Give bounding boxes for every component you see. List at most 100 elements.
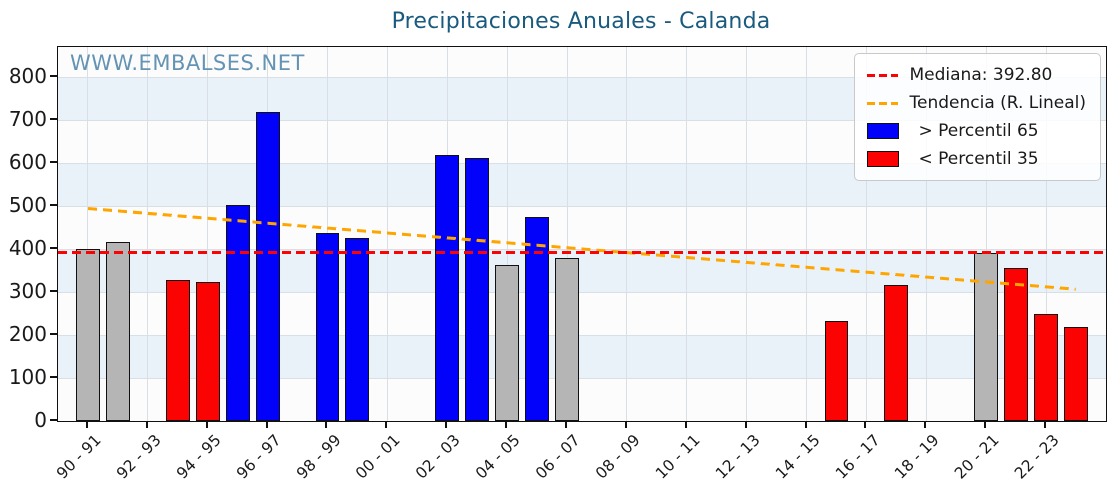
vertical-gridline: [985, 47, 987, 421]
legend-label-above-p65: > Percentil 65: [918, 121, 1039, 141]
x-tick-label: 20 - 21: [951, 431, 1003, 483]
x-tick-label: 98 - 99: [292, 431, 345, 483]
median-line: [58, 250, 1106, 254]
y-tick-label: 0: [34, 408, 47, 432]
trend-dash-swatch: [866, 101, 898, 105]
x-tick-mark: [804, 421, 807, 428]
bar-03-04: [465, 158, 490, 421]
x-tick-label: 08 - 09: [592, 431, 644, 483]
y-tick-mark: [50, 419, 57, 421]
legend: Mediana: 392.80 Tendencia (R. Lineal) > …: [853, 53, 1101, 181]
y-tick-label: 700: [8, 107, 47, 132]
legend-item-trend: Tendencia (R. Lineal): [866, 91, 1087, 115]
x-tick-mark: [924, 421, 927, 428]
bar-90-91: [75, 249, 100, 421]
x-tick-mark: [684, 421, 687, 428]
horizontal-gridline: [58, 335, 1106, 337]
x-tick-mark: [864, 421, 867, 428]
horizontal-gridline: [58, 292, 1106, 294]
bar-95-96: [225, 204, 250, 421]
vertical-gridline: [207, 47, 209, 421]
y-tick-label: 100: [8, 365, 47, 389]
x-tick-label: 14 - 15: [771, 431, 824, 483]
legend-label-median: Mediana: 392.80: [909, 65, 1053, 85]
bar-06-07: [555, 258, 579, 421]
x-tick-mark: [85, 421, 88, 428]
x-tick-label: 94 - 95: [172, 431, 225, 483]
x-tick-mark: [145, 421, 148, 428]
chart-title: Precipitaciones Anuales - Calanda: [391, 9, 771, 34]
x-tick-label: 16 - 17: [831, 431, 884, 483]
x-tick-mark: [325, 421, 328, 428]
x-tick-label: 18 - 19: [891, 431, 944, 483]
x-tick-label: 12 - 13: [711, 431, 764, 483]
x-tick-label: 02 - 03: [412, 431, 464, 483]
legend-item-below-p35: < Percentil 35: [866, 147, 1087, 171]
x-tick-label: 96 - 97: [232, 431, 285, 483]
bar-91-92: [105, 242, 130, 421]
bar-20-21: [974, 253, 999, 421]
y-tick-mark: [50, 247, 57, 250]
x-tick-mark: [624, 421, 627, 428]
vertical-gridline: [1045, 47, 1047, 421]
x-tick-mark: [505, 421, 508, 428]
y-tick-mark: [50, 290, 57, 293]
x-tick-mark: [445, 421, 448, 428]
bar-96-97: [255, 111, 280, 421]
x-tick-label: 22 - 23: [1011, 431, 1063, 483]
bar-98-99: [315, 233, 340, 421]
bar-05-06: [525, 216, 550, 421]
legend-item-above-p65: > Percentil 65: [866, 119, 1087, 143]
watermark: WWW.EMBALSES.NET: [70, 51, 305, 75]
x-tick-label: 90 - 91: [53, 431, 105, 483]
bar-02-03: [435, 154, 460, 421]
x-tick-label: 10 - 11: [651, 431, 704, 483]
vertical-gridline: [566, 47, 568, 421]
legend-label-below-p35: < Percentil 35: [918, 149, 1039, 169]
horizontal-gridline: [58, 163, 1106, 165]
y-tick-label: 800: [8, 64, 47, 89]
vertical-gridline: [865, 47, 867, 421]
x-tick-label: 00 - 01: [352, 431, 405, 483]
x-tick-mark: [984, 421, 987, 428]
x-tick-label: 06 - 07: [532, 431, 584, 483]
x-tick-mark: [385, 421, 388, 428]
vertical-gridline: [87, 47, 89, 421]
y-tick-mark: [50, 376, 57, 378]
bar-99-00: [345, 238, 370, 421]
x-tick-label: 92 - 93: [113, 431, 165, 483]
x-tick-mark: [205, 421, 208, 428]
vertical-gridline: [147, 47, 149, 421]
horizontal-gridline: [58, 378, 1106, 379]
horizontal-gridline: [58, 77, 1106, 79]
vertical-gridline: [746, 47, 748, 421]
y-tick-mark: [50, 75, 57, 78]
y-tick-label: 500: [8, 193, 47, 218]
bar-21-22: [1004, 267, 1029, 421]
vertical-gridline: [925, 47, 927, 421]
bar-15-16: [824, 320, 849, 421]
bar-23-24: [1064, 327, 1089, 421]
median-dash-swatch: [866, 73, 898, 77]
bar-94-95: [195, 282, 220, 421]
y-tick-label: 400: [8, 236, 47, 261]
below-percentile-swatch: [866, 151, 899, 167]
vertical-gridline: [686, 47, 688, 421]
y-tick-label: 300: [8, 279, 47, 304]
horizontal-gridline: [58, 120, 1106, 122]
y-tick-mark: [50, 333, 57, 336]
bar-22-23: [1034, 313, 1059, 421]
vertical-gridline: [806, 47, 808, 421]
x-tick-label: 04 - 05: [472, 431, 524, 483]
y-tick-label: 600: [8, 150, 47, 175]
legend-label-trend: Tendencia (R. Lineal): [909, 93, 1087, 113]
bar-04-05: [495, 265, 520, 421]
vertical-gridline: [506, 47, 508, 421]
x-tick-mark: [565, 421, 568, 428]
legend-item-median: Mediana: 392.80: [866, 63, 1087, 87]
plot-area: WWW.EMBALSES.NET Mediana: 392.80 Tendenc…: [57, 46, 1107, 422]
y-tick-mark: [50, 204, 57, 207]
bar-17-18: [884, 284, 909, 421]
x-tick-mark: [1044, 421, 1047, 428]
